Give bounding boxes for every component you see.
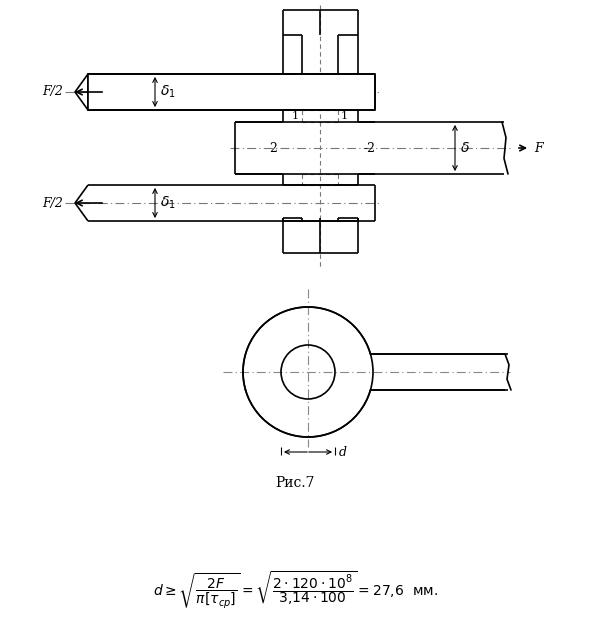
Text: $\delta_1$: $\delta_1$ (160, 195, 176, 211)
Text: 1: 1 (341, 111, 348, 121)
Text: 1: 1 (292, 111, 299, 121)
Text: $\delta_1$: $\delta_1$ (160, 84, 176, 100)
Text: Рис.7: Рис.7 (276, 476, 314, 490)
Text: F: F (534, 141, 543, 154)
Bar (88, 74, 375, 110)
Text: F/2: F/2 (42, 197, 63, 210)
Text: F/2: F/2 (42, 86, 63, 98)
Text: $d \geq \sqrt{\dfrac{2F}{\pi\left[\tau_{cp}\right]}} = \sqrt{\dfrac{2 \cdot 120 : $d \geq \sqrt{\dfrac{2F}{\pi\left[\tau_{… (153, 570, 437, 610)
Text: $\delta$: $\delta$ (460, 141, 470, 155)
Text: -2: -2 (364, 141, 376, 154)
Text: d: d (339, 446, 347, 458)
Text: 2: 2 (269, 141, 277, 154)
Bar (88, 74, 295, 110)
